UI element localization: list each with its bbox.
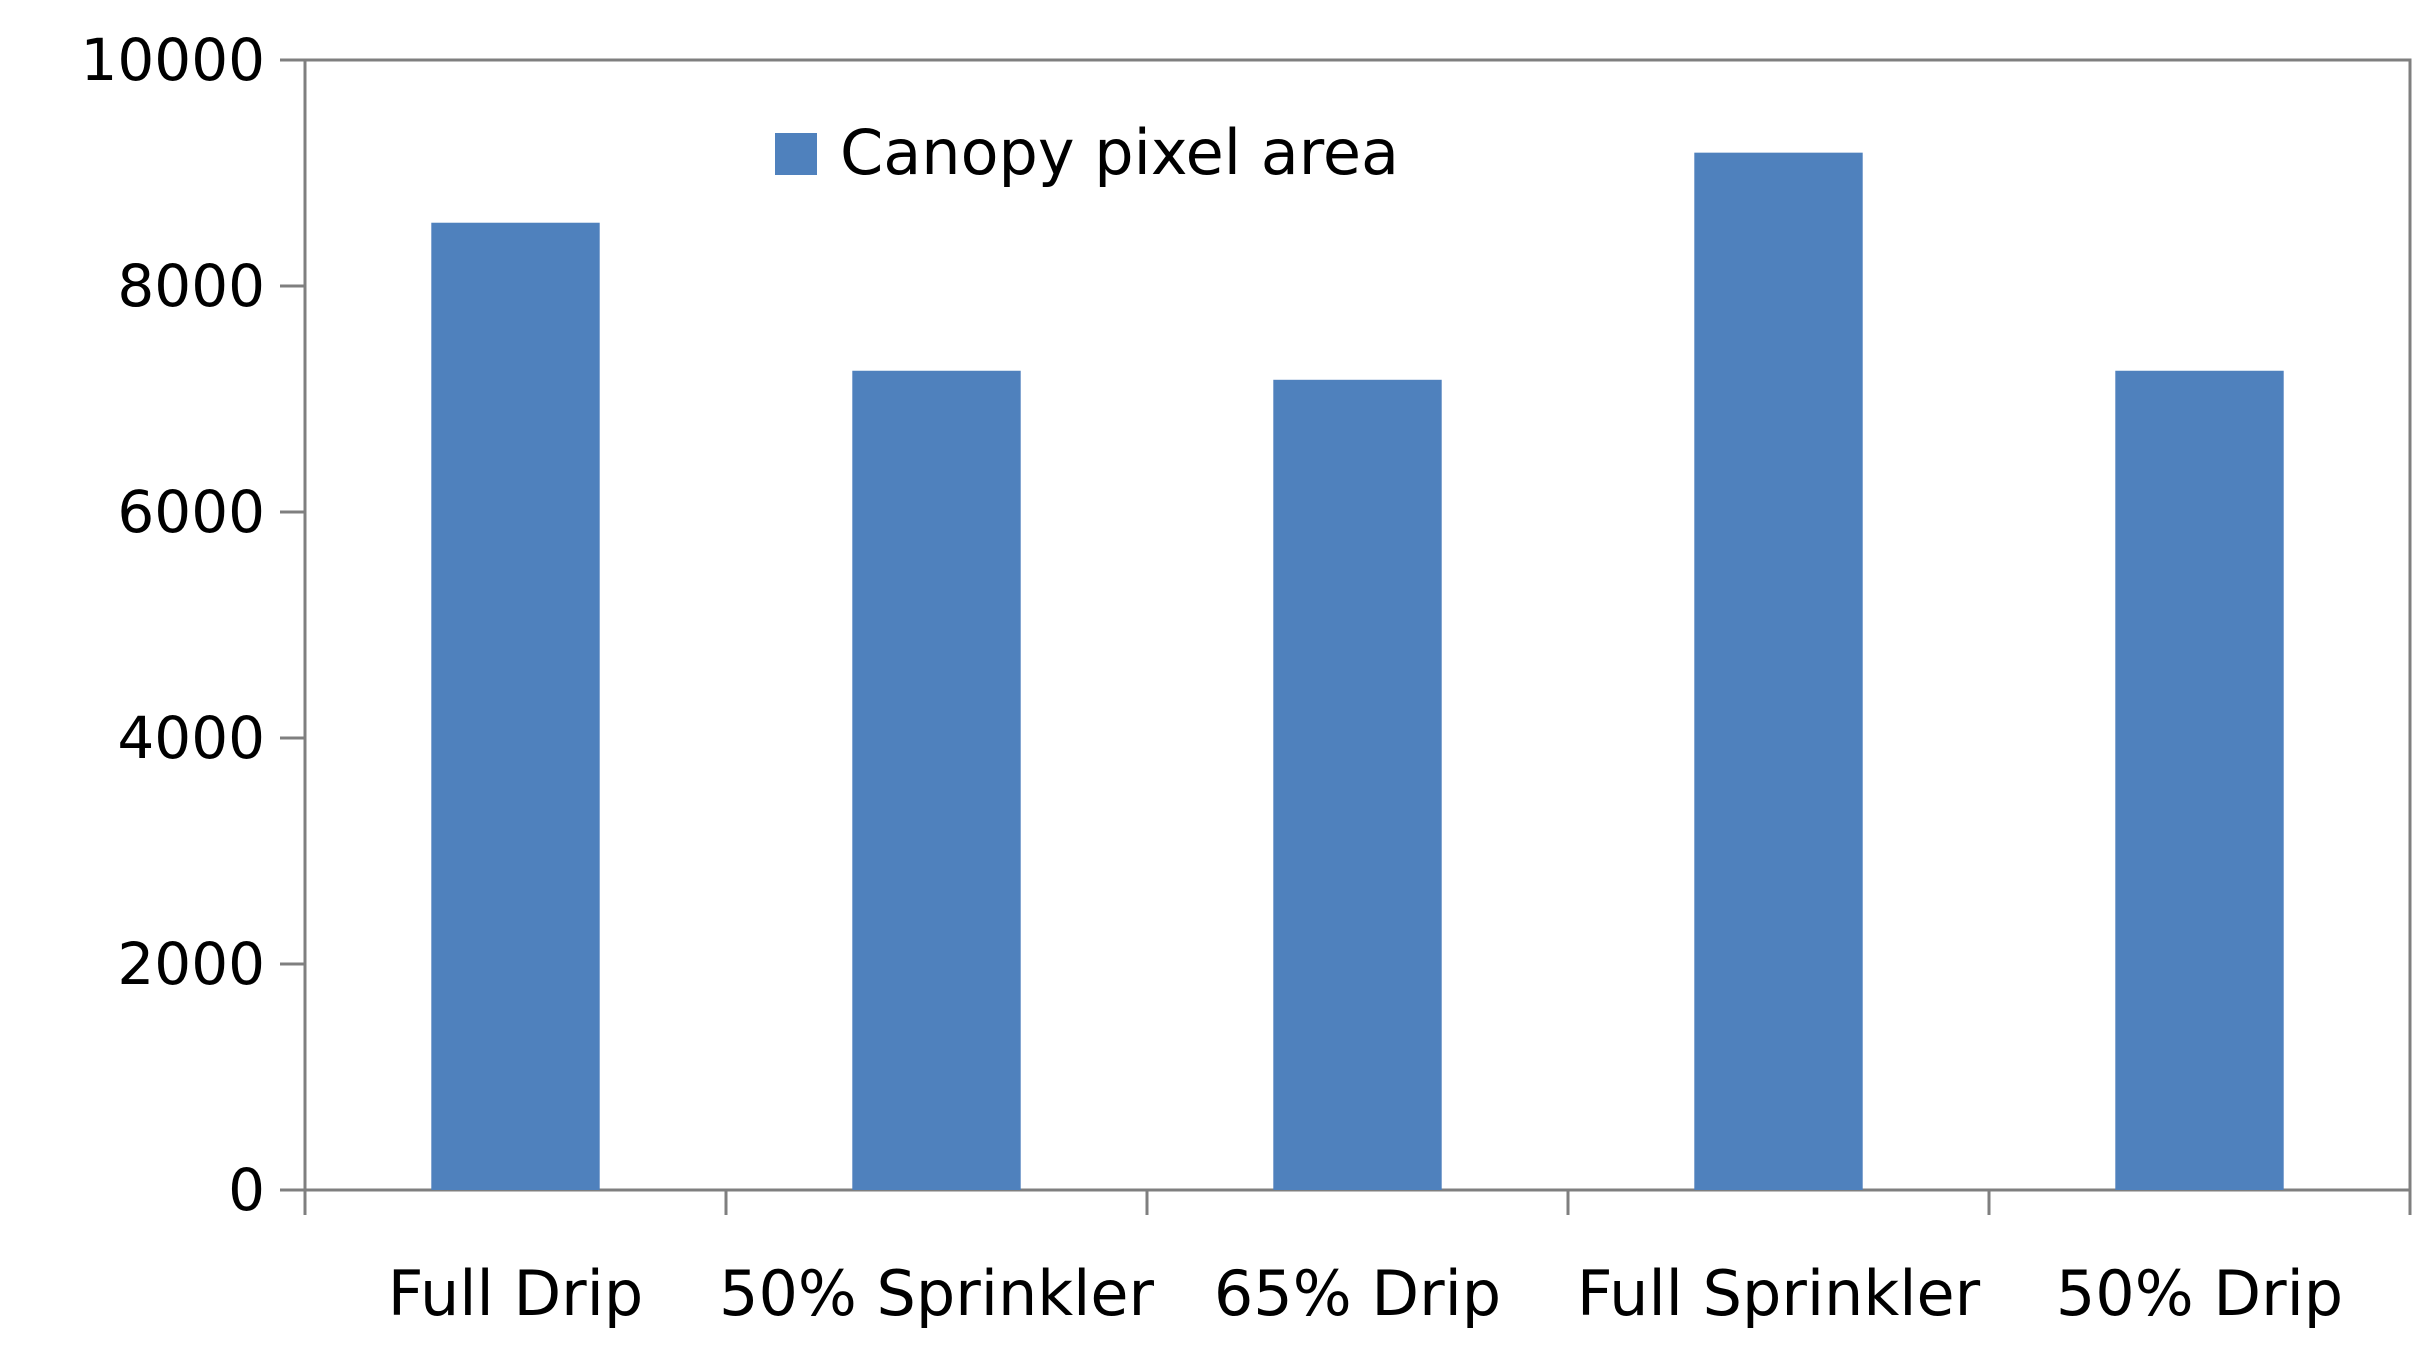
- bar: [2115, 370, 2284, 1190]
- bar: [852, 370, 1021, 1190]
- x-category-label: 50% Sprinkler: [719, 1257, 1155, 1330]
- y-tick-label: 6000: [117, 478, 265, 546]
- bar: [1694, 152, 1863, 1190]
- x-category-label: 50% Drip: [2056, 1257, 2343, 1330]
- bar: [431, 222, 600, 1191]
- x-axis: Full Drip 50% Sprinkler 65% Drip Full Sprin…: [303, 1188, 2412, 1330]
- y-tick-label: 10000: [80, 26, 265, 94]
- y-axis: 0 2000 4000 6000 8000 10000: [80, 26, 307, 1224]
- x-category-label: 65% Drip: [1214, 1257, 1501, 1330]
- legend: Canopy pixel area: [775, 116, 1399, 189]
- legend-swatch: [775, 133, 817, 175]
- x-category-label: Full Sprinkler: [1577, 1257, 1981, 1330]
- bars: [431, 152, 2284, 1191]
- x-category-label: Full Drip: [388, 1257, 644, 1330]
- y-tick-label: 4000: [117, 704, 265, 772]
- y-tick-label: 0: [228, 1156, 265, 1224]
- y-tick-label: 8000: [117, 252, 265, 320]
- y-tick-label: 2000: [117, 930, 265, 998]
- bar: [1273, 379, 1442, 1190]
- legend-label: Canopy pixel area: [840, 116, 1399, 189]
